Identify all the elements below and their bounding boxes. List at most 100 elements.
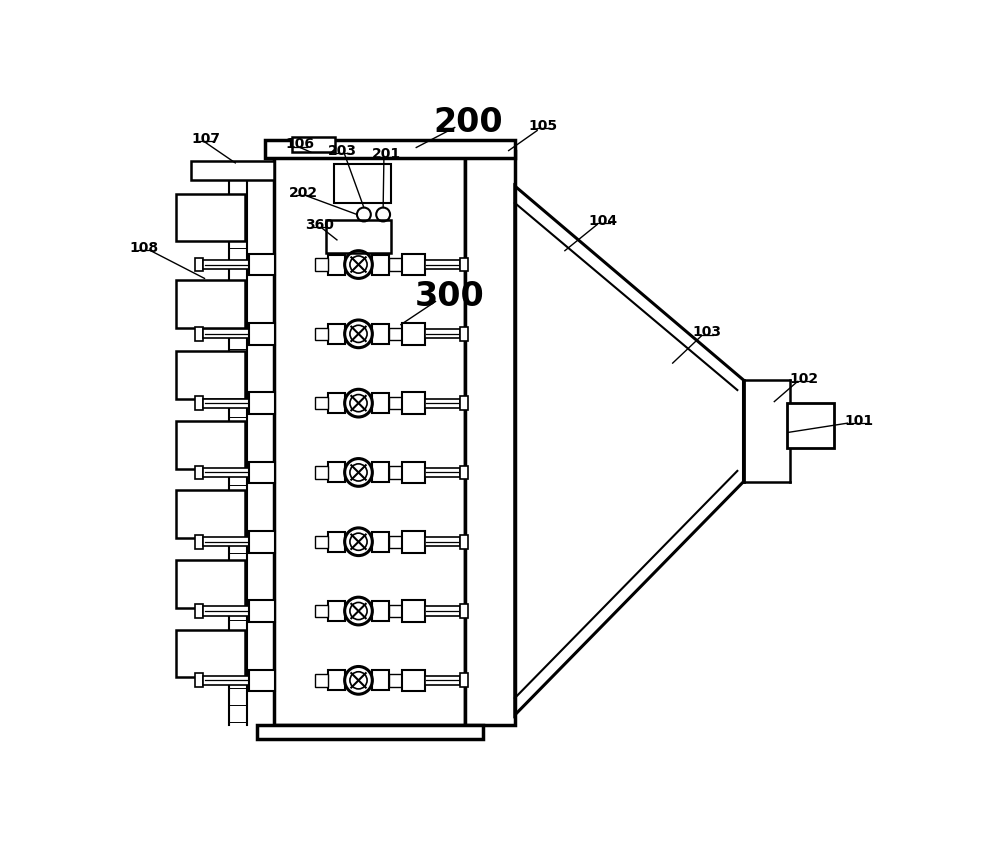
Bar: [326, 220, 391, 253]
Bar: [389, 327, 402, 340]
Bar: [328, 670, 345, 691]
Bar: [176, 421, 245, 469]
Bar: [195, 327, 203, 341]
Bar: [372, 601, 389, 621]
Bar: [425, 399, 460, 408]
Bar: [372, 324, 389, 344]
Bar: [460, 465, 468, 479]
Text: 200: 200: [433, 106, 503, 140]
Bar: [389, 466, 402, 478]
Bar: [328, 255, 345, 274]
Text: 300: 300: [414, 280, 484, 314]
Bar: [402, 462, 425, 483]
Bar: [328, 463, 345, 482]
Bar: [460, 604, 468, 618]
Bar: [195, 396, 203, 410]
Bar: [328, 393, 345, 413]
Bar: [372, 393, 389, 413]
Bar: [315, 605, 328, 617]
Bar: [176, 630, 245, 677]
Bar: [203, 468, 249, 477]
Bar: [195, 258, 203, 272]
Bar: [389, 605, 402, 617]
Bar: [425, 607, 460, 615]
Bar: [274, 151, 465, 725]
Text: 107: 107: [192, 132, 221, 146]
Bar: [402, 669, 425, 691]
Bar: [176, 351, 245, 399]
Bar: [249, 600, 275, 622]
Text: 105: 105: [529, 119, 558, 133]
Text: 203: 203: [328, 144, 357, 158]
Text: 102: 102: [789, 371, 818, 386]
Text: 108: 108: [130, 241, 159, 255]
Bar: [328, 324, 345, 344]
Bar: [372, 670, 389, 691]
Bar: [460, 535, 468, 548]
Bar: [195, 535, 203, 548]
Bar: [328, 601, 345, 621]
Bar: [389, 674, 402, 686]
Bar: [425, 468, 460, 477]
Bar: [460, 258, 468, 272]
Text: 201: 201: [372, 147, 401, 161]
Bar: [334, 165, 391, 203]
Bar: [203, 537, 249, 547]
Bar: [203, 607, 249, 615]
Bar: [176, 560, 245, 608]
Bar: [249, 669, 275, 691]
Bar: [465, 151, 515, 725]
Bar: [425, 260, 460, 269]
Bar: [460, 327, 468, 341]
Bar: [425, 537, 460, 547]
Bar: [372, 531, 389, 552]
Bar: [176, 490, 245, 538]
Bar: [389, 258, 402, 271]
Bar: [249, 531, 275, 553]
Bar: [176, 194, 245, 242]
Bar: [460, 396, 468, 410]
Bar: [372, 463, 389, 482]
Bar: [249, 323, 275, 345]
Bar: [203, 399, 249, 408]
Bar: [203, 675, 249, 685]
Bar: [315, 397, 328, 410]
Bar: [203, 260, 249, 269]
Text: 360: 360: [306, 218, 334, 231]
Bar: [402, 600, 425, 622]
Bar: [389, 397, 402, 410]
Bar: [328, 531, 345, 552]
Bar: [402, 531, 425, 553]
Bar: [787, 403, 834, 448]
Bar: [176, 280, 245, 327]
Text: 104: 104: [589, 213, 618, 228]
Text: 101: 101: [844, 414, 874, 428]
Bar: [292, 137, 335, 153]
Text: 106: 106: [285, 137, 314, 152]
Bar: [389, 536, 402, 548]
Bar: [195, 604, 203, 618]
Bar: [265, 140, 515, 159]
Bar: [315, 258, 328, 271]
Bar: [425, 329, 460, 339]
Bar: [249, 254, 275, 275]
Bar: [402, 254, 425, 275]
Bar: [195, 674, 203, 687]
Bar: [425, 675, 460, 685]
Bar: [315, 674, 328, 686]
Bar: [257, 725, 483, 739]
Bar: [249, 393, 275, 414]
Text: 202: 202: [288, 186, 318, 200]
Bar: [460, 674, 468, 687]
Text: 103: 103: [692, 326, 721, 339]
Bar: [195, 465, 203, 479]
Bar: [315, 327, 328, 340]
Bar: [402, 393, 425, 414]
Bar: [315, 536, 328, 548]
Bar: [203, 329, 249, 339]
Bar: [402, 323, 425, 345]
Bar: [315, 466, 328, 478]
Bar: [249, 462, 275, 483]
Bar: [191, 160, 274, 180]
Bar: [372, 255, 389, 274]
